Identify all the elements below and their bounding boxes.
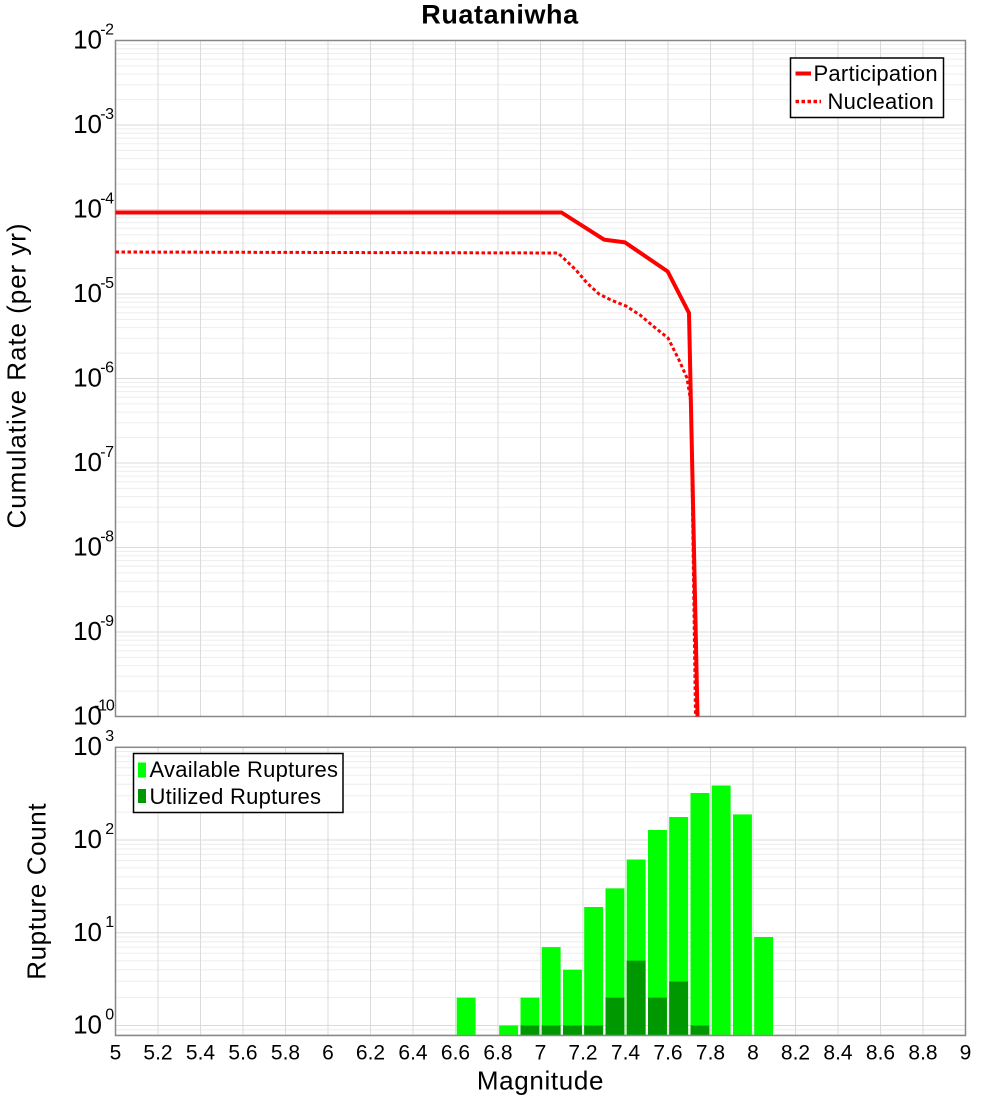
svg-text:8.8: 8.8 bbox=[908, 1041, 937, 1064]
svg-text:5.8: 5.8 bbox=[271, 1041, 300, 1064]
svg-text:5.6: 5.6 bbox=[228, 1041, 257, 1064]
svg-text:8.4: 8.4 bbox=[823, 1041, 853, 1064]
svg-text:0: 0 bbox=[105, 1007, 114, 1024]
svg-text:5.2: 5.2 bbox=[143, 1041, 172, 1064]
svg-text:10: 10 bbox=[73, 731, 102, 761]
svg-text:10: 10 bbox=[73, 363, 102, 393]
svg-text:10: 10 bbox=[73, 532, 102, 562]
svg-text:-2: -2 bbox=[100, 22, 114, 39]
svg-text:10: 10 bbox=[73, 824, 102, 854]
svg-text:-4: -4 bbox=[100, 191, 114, 208]
svg-text:3: 3 bbox=[105, 728, 114, 745]
svg-text:10: 10 bbox=[73, 278, 102, 308]
svg-text:6: 6 bbox=[322, 1041, 334, 1064]
svg-text:-5: -5 bbox=[100, 275, 114, 292]
svg-text:Nucleation: Nucleation bbox=[828, 89, 934, 114]
svg-text:10: 10 bbox=[73, 616, 102, 646]
svg-text:Available Ruptures: Available Ruptures bbox=[150, 757, 339, 782]
svg-text:5.4: 5.4 bbox=[186, 1041, 216, 1064]
svg-text:8: 8 bbox=[747, 1041, 759, 1064]
svg-text:7: 7 bbox=[535, 1041, 547, 1064]
svg-text:6.4: 6.4 bbox=[398, 1041, 428, 1064]
svg-text:8.2: 8.2 bbox=[781, 1041, 810, 1064]
svg-text:-3: -3 bbox=[100, 106, 114, 123]
svg-text:7.6: 7.6 bbox=[653, 1041, 682, 1064]
svg-text:Ruataniwha: Ruataniwha bbox=[421, 0, 579, 30]
svg-text:7.8: 7.8 bbox=[696, 1041, 725, 1064]
svg-text:-10: -10 bbox=[94, 698, 115, 715]
svg-text:10: 10 bbox=[73, 701, 102, 731]
svg-text:-7: -7 bbox=[100, 444, 114, 461]
svg-text:Cumulative Rate (per yr): Cumulative Rate (per yr) bbox=[2, 223, 32, 529]
svg-text:2: 2 bbox=[105, 821, 114, 838]
svg-text:8.6: 8.6 bbox=[866, 1041, 895, 1064]
svg-text:10: 10 bbox=[73, 917, 102, 947]
svg-text:10: 10 bbox=[73, 109, 102, 139]
svg-text:-9: -9 bbox=[100, 613, 114, 630]
svg-text:Rupture Count: Rupture Count bbox=[22, 803, 52, 980]
svg-text:Magnitude: Magnitude bbox=[477, 1066, 604, 1096]
svg-text:10: 10 bbox=[73, 1010, 102, 1040]
svg-text:-8: -8 bbox=[100, 529, 114, 546]
svg-text:Utilized Ruptures: Utilized Ruptures bbox=[150, 784, 322, 809]
svg-text:1: 1 bbox=[105, 914, 114, 931]
svg-text:-6: -6 bbox=[100, 360, 114, 377]
svg-text:9: 9 bbox=[960, 1041, 972, 1064]
svg-text:6.2: 6.2 bbox=[356, 1041, 385, 1064]
svg-text:7.2: 7.2 bbox=[568, 1041, 597, 1064]
svg-text:5: 5 bbox=[110, 1041, 122, 1064]
svg-text:6.6: 6.6 bbox=[441, 1041, 470, 1064]
svg-text:6.8: 6.8 bbox=[483, 1041, 512, 1064]
svg-text:10: 10 bbox=[73, 194, 102, 224]
svg-text:10: 10 bbox=[73, 447, 102, 477]
svg-text:7.4: 7.4 bbox=[611, 1041, 641, 1064]
svg-text:10: 10 bbox=[73, 25, 102, 55]
svg-text:Participation: Participation bbox=[814, 61, 938, 86]
